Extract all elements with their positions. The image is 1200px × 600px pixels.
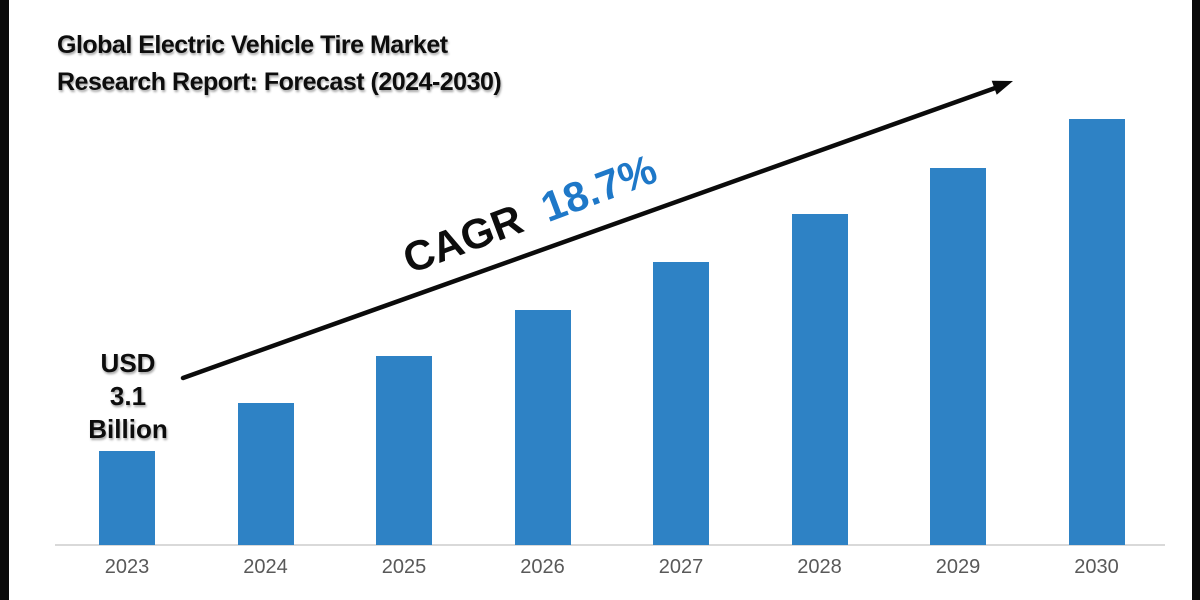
bar-2024 bbox=[237, 403, 294, 545]
bar-2027 bbox=[653, 262, 709, 545]
x-tick-2024: 2024 bbox=[243, 556, 288, 578]
x-tick-2027: 2027 bbox=[658, 556, 704, 578]
value-callout: USD 3.1 Billion bbox=[68, 347, 188, 446]
bar-2029 bbox=[930, 168, 986, 545]
bar-2026 bbox=[514, 310, 571, 545]
value-callout-line1: USD bbox=[100, 348, 156, 378]
x-tick-2026: 2026 bbox=[520, 556, 565, 578]
bar-2025 bbox=[376, 356, 432, 545]
left-black-border bbox=[0, 0, 9, 600]
chart-title-line1: Global Electric Vehicle Tire Market bbox=[57, 31, 448, 59]
right-black-border bbox=[1192, 0, 1200, 600]
x-tick-2023: 2023 bbox=[104, 556, 150, 578]
x-tick-2025: 2025 bbox=[381, 556, 427, 578]
x-tick-2029: 2029 bbox=[935, 556, 981, 578]
bar-2028 bbox=[791, 214, 848, 545]
x-axis-line bbox=[55, 544, 1165, 546]
x-tick-2028: 2028 bbox=[797, 556, 842, 578]
bar-2023 bbox=[99, 451, 155, 545]
bar-2030 bbox=[1068, 119, 1125, 545]
value-callout-line3: Billion bbox=[88, 414, 168, 444]
x-tick-2030: 2030 bbox=[1074, 556, 1119, 578]
value-callout-line2: 3.1 bbox=[109, 381, 147, 411]
